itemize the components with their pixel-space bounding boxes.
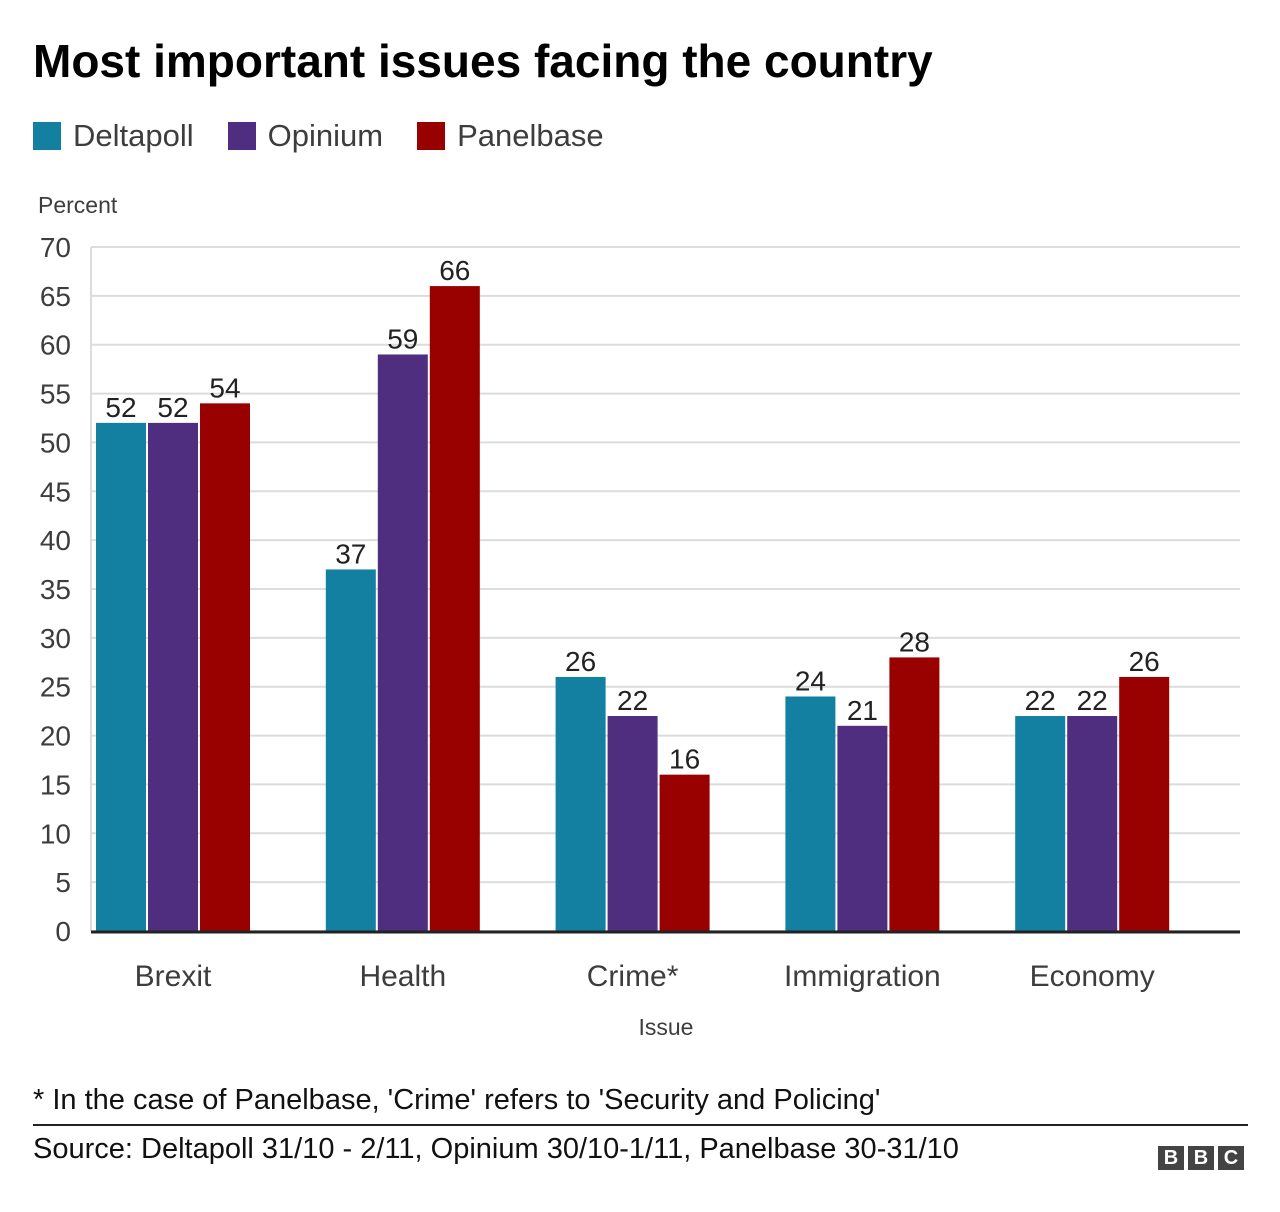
footer-divider <box>33 1124 1248 1126</box>
bar-deltapoll <box>1015 716 1066 931</box>
data-label: 28 <box>899 626 930 657</box>
y-tick-label: 60 <box>40 330 71 361</box>
legend-item-panelbase: Panelbase <box>417 118 604 154</box>
legend-item-deltapoll: Deltapoll <box>33 118 194 154</box>
footnote: * In the case of Panelbase, 'Crime' refe… <box>33 1084 881 1116</box>
x-axis-ticks: Brexit Health Crime* Immigration Economy <box>135 960 1155 993</box>
data-label: 52 <box>157 392 188 423</box>
y-tick-label: 35 <box>40 574 71 605</box>
bar-opinium <box>837 725 888 931</box>
bar-panelbase <box>429 286 480 932</box>
bar-panelbase <box>200 403 250 931</box>
legend-swatch-opinium <box>227 122 256 150</box>
data-label: 26 <box>1129 646 1160 677</box>
y-axis-ticks: 0 5 10 15 20 25 30 35 40 45 50 55 60 65 70 <box>40 232 71 947</box>
x-tick-label: Immigration <box>784 960 941 993</box>
y-tick-label: 55 <box>40 379 71 410</box>
legend-label-opinium: Opinium <box>267 118 384 153</box>
bar-panelbase <box>889 657 940 931</box>
source-note: Source: Deltapoll 31/10 - 2/11, Opinium … <box>33 1133 959 1165</box>
bar-deltapoll <box>325 569 376 931</box>
data-label: 21 <box>847 695 878 726</box>
x-tick-label: Economy <box>1030 960 1155 993</box>
bbc-logo-letter-b1: B <box>1158 1146 1184 1170</box>
x-tick-label: Health <box>359 960 446 993</box>
chart-legend: Deltapoll Opinium Panelbase <box>33 118 638 154</box>
legend-item-opinium: Opinium <box>227 118 384 154</box>
bars <box>91 286 1240 934</box>
data-label: 66 <box>439 255 470 286</box>
bar-opinium <box>1067 716 1118 931</box>
y-tick-label: 50 <box>40 427 71 458</box>
bar-deltapoll <box>785 696 836 931</box>
bar-opinium <box>607 716 658 931</box>
bbc-logo: B B C <box>1158 1146 1248 1170</box>
y-tick-label: 70 <box>40 232 71 263</box>
y-tick-label: 10 <box>40 818 71 849</box>
y-axis-label: Percent <box>38 192 118 218</box>
data-label: 52 <box>105 392 136 423</box>
bar-panelbase <box>1119 676 1170 931</box>
data-label: 37 <box>335 538 366 569</box>
data-label: 22 <box>617 685 648 716</box>
chart-title: Most important issues facing the country <box>33 35 933 87</box>
y-tick-label: 65 <box>40 281 71 312</box>
data-label: 59 <box>387 323 418 354</box>
data-label: 54 <box>209 372 240 403</box>
gridlines <box>90 246 1240 932</box>
data-label: 22 <box>1077 685 1108 716</box>
bar-opinium <box>148 422 198 931</box>
data-label: 16 <box>669 744 700 775</box>
bar-deltapoll <box>555 676 606 931</box>
y-tick-label: 15 <box>40 769 71 800</box>
x-tick-label: Brexit <box>135 960 212 993</box>
y-tick-label: 0 <box>55 916 71 947</box>
x-tick-label: Crime* <box>587 960 679 993</box>
data-label: 26 <box>565 646 596 677</box>
legend-label-deltapoll: Deltapoll <box>73 118 194 153</box>
bar-deltapoll <box>96 422 146 931</box>
y-tick-label: 30 <box>40 623 71 654</box>
legend-label-panelbase: Panelbase <box>457 118 604 153</box>
bbc-logo-letter-b2: B <box>1188 1146 1214 1170</box>
bar-panelbase <box>659 774 710 931</box>
y-tick-label: 40 <box>40 525 71 556</box>
legend-swatch-deltapoll <box>33 122 61 150</box>
y-tick-label: 5 <box>55 867 71 898</box>
bbc-logo-letter-c: C <box>1218 1146 1244 1170</box>
y-tick-label: 20 <box>40 721 71 752</box>
bar-opinium <box>377 354 428 931</box>
y-tick-label: 25 <box>40 672 71 703</box>
x-axis-label: Issue <box>639 1014 694 1040</box>
data-labels: 52 52 54 37 59 66 26 22 16 24 21 28 22 22 26 <box>105 255 1159 775</box>
legend-swatch-panelbase <box>417 122 446 150</box>
data-label: 22 <box>1025 685 1056 716</box>
bar-chart: 0 5 10 15 20 25 30 35 40 45 50 55 60 65 70 52 52 54 37 59 6… <box>38 192 1240 1040</box>
y-tick-label: 45 <box>40 476 71 507</box>
data-label: 24 <box>795 665 826 696</box>
